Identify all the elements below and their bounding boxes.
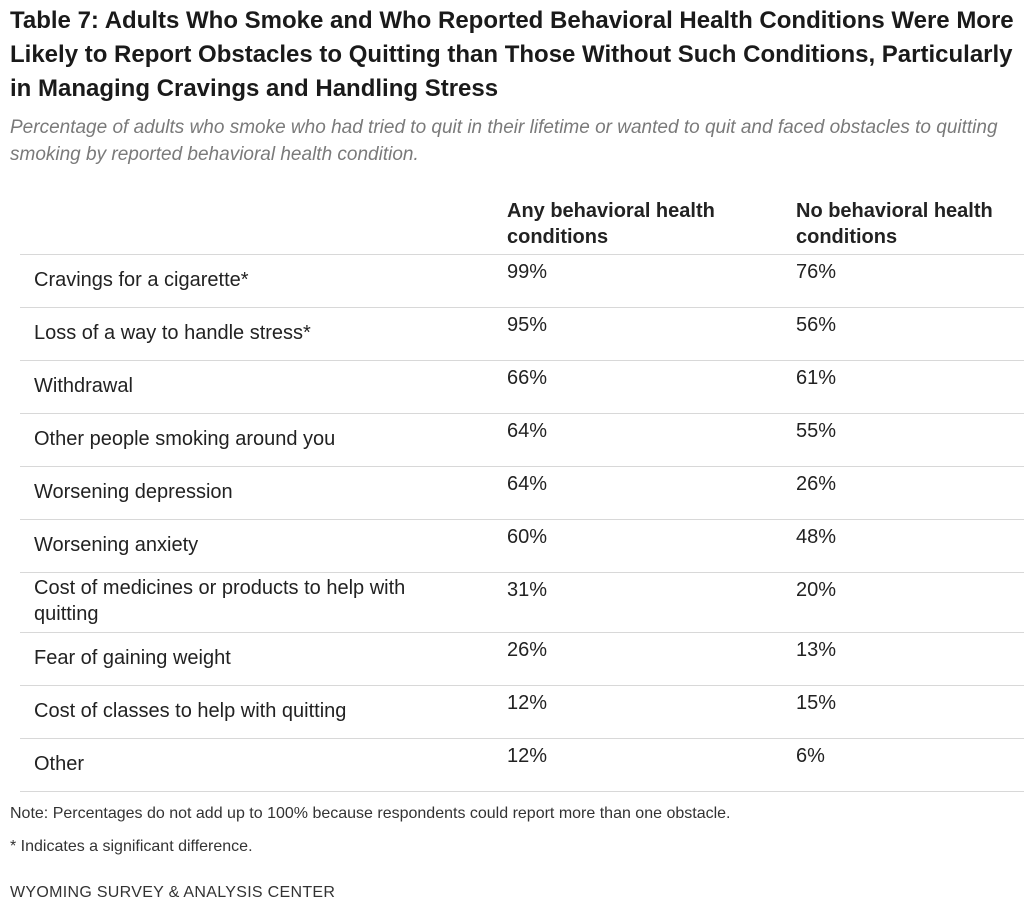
- table-row: Cravings for a cigarette* 99% 76%: [20, 255, 1024, 308]
- table-row: Fear of gaining weight 26% 13%: [20, 633, 1024, 686]
- page-title: Table 7: Adults Who Smoke and Who Report…: [10, 7, 1014, 102]
- table-row: Loss of a way to handle stress* 95% 56%: [20, 308, 1024, 361]
- value-any-condition: 64%: [507, 420, 548, 442]
- value-any-condition: 99%: [507, 261, 548, 283]
- table-row: Other people smoking around you 64% 55%: [20, 414, 1024, 467]
- row-label: Worsening depression: [34, 481, 233, 503]
- value-no-condition: 6%: [796, 745, 825, 767]
- table-row: Other 12% 6%: [20, 739, 1024, 792]
- table-body: Cravings for a cigarette* 99% 76% Loss of a…: [20, 255, 1024, 792]
- table-row: Cost of classes to help with quitting 12%…: [20, 686, 1024, 739]
- row-label: Cost of medicines or products to help wi…: [34, 577, 406, 625]
- footnote-significance: * Indicates a significant difference.: [10, 838, 253, 855]
- column-header-any-condition: Any behavioral health conditions: [507, 200, 715, 248]
- value-any-condition: 31%: [507, 579, 548, 601]
- value-no-condition: 55%: [796, 420, 837, 442]
- row-label: Other: [34, 753, 85, 775]
- value-no-condition: 76%: [796, 261, 837, 283]
- value-no-condition: 15%: [796, 692, 837, 714]
- value-no-condition: 48%: [796, 526, 837, 548]
- footnote-percentages: Note: Percentages do not add up to 100% …: [10, 805, 731, 822]
- row-label: Withdrawal: [34, 375, 133, 397]
- value-any-condition: 12%: [507, 692, 548, 714]
- row-label: Cravings for a cigarette*: [34, 269, 249, 291]
- row-label: Worsening anxiety: [34, 534, 199, 556]
- table-header-row: Any behavioral health conditions No beha…: [20, 196, 1024, 255]
- table-row: Cost of medicines or products to help wi…: [20, 573, 1024, 633]
- row-label: Other people smoking around you: [34, 428, 336, 450]
- table-row: Worsening depression 64% 26%: [20, 467, 1024, 520]
- row-label: Cost of classes to help with quitting: [34, 700, 347, 722]
- table-row: Withdrawal 66% 61%: [20, 361, 1024, 414]
- table-row: Worsening anxiety 60% 48%: [20, 520, 1024, 573]
- value-any-condition: 66%: [507, 367, 548, 389]
- value-no-condition: 56%: [796, 314, 837, 336]
- value-no-condition: 13%: [796, 639, 837, 661]
- value-any-condition: 60%: [507, 526, 548, 548]
- value-any-condition: 26%: [507, 639, 548, 661]
- source-credit: WYOMING SURVEY & ANALYSIS CENTER: [10, 884, 336, 901]
- value-no-condition: 26%: [796, 473, 837, 495]
- value-any-condition: 95%: [507, 314, 548, 336]
- column-header-no-condition: No behavioral health conditions: [796, 200, 993, 248]
- value-any-condition: 12%: [507, 745, 548, 767]
- page-subtitle: Percentage of adults who smoke who had t…: [10, 117, 998, 165]
- value-no-condition: 61%: [796, 367, 837, 389]
- value-any-condition: 64%: [507, 473, 548, 495]
- row-label: Loss of a way to handle stress*: [34, 322, 311, 344]
- row-label: Fear of gaining weight: [34, 647, 231, 669]
- value-no-condition: 20%: [796, 579, 837, 601]
- obstacles-table: Any behavioral health conditions No beha…: [20, 196, 1024, 792]
